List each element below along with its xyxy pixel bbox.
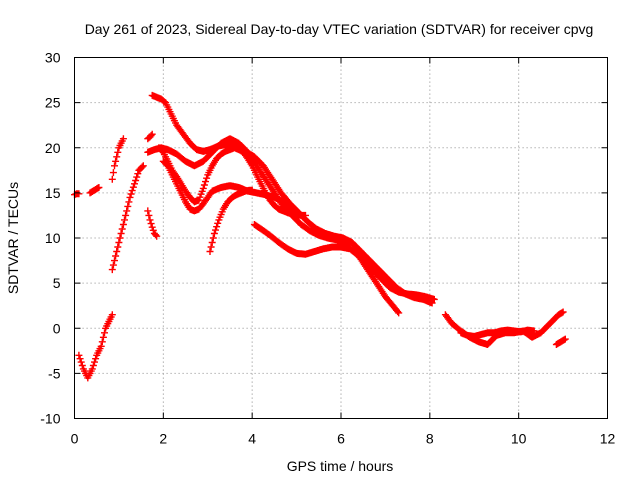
data-point-marks	[144, 135, 438, 303]
x-tick-label: 2	[159, 431, 167, 447]
x-tick-label: 6	[337, 431, 345, 447]
data-point-marks	[155, 144, 309, 219]
data-point-marks	[144, 207, 161, 240]
data-point-marks	[206, 186, 256, 255]
series-arc-f	[144, 207, 161, 240]
x-tick-label: 8	[426, 431, 434, 447]
series-arc-h	[144, 135, 438, 303]
series-arc-l	[206, 186, 256, 255]
x-tick-label: 4	[248, 431, 256, 447]
data-point-marks	[144, 130, 156, 143]
y-tick-label: 5	[53, 275, 61, 291]
x-axis-label: GPS time / hours	[287, 458, 394, 474]
data-point-marks	[250, 221, 403, 317]
data-point-marks	[552, 335, 569, 348]
data-point-marks	[75, 311, 116, 382]
series-arc-e	[108, 135, 127, 183]
series-arc-k	[155, 144, 309, 219]
series-arc-m	[250, 221, 403, 317]
y-tick-label: 30	[45, 50, 61, 66]
x-tick-label: 10	[511, 431, 527, 447]
data-point-marks	[108, 162, 147, 274]
series-arc-o	[457, 326, 538, 340]
data-series	[71, 91, 569, 382]
series-arc-a	[71, 190, 83, 199]
axis-ticks: 0 2 4 6 8 10 12 -10 -5 0 5 10 15 20 25 30	[40, 50, 615, 447]
data-point-marks	[457, 326, 538, 340]
series-arc-b	[75, 311, 116, 382]
chart-title: Day 261 of 2023, Sidereal Day-to-day VTE…	[85, 21, 594, 37]
y-tick-label: 10	[45, 230, 61, 246]
y-tick-label: -10	[40, 411, 60, 427]
y-tick-label: -5	[48, 365, 61, 381]
series-arc-c	[86, 184, 103, 197]
data-point-marks	[71, 190, 83, 199]
series-arc-p	[552, 335, 569, 348]
data-point-marks	[108, 135, 127, 183]
data-point-marks	[86, 184, 103, 197]
series-arc-g	[144, 130, 156, 143]
y-tick-label: 0	[53, 320, 61, 336]
y-tick-label: 20	[45, 140, 61, 156]
y-tick-label: 15	[45, 185, 61, 201]
y-tick-label: 25	[45, 95, 61, 111]
series-arc-d	[108, 162, 147, 274]
y-axis-label: SDTVAR / TECUs	[5, 182, 21, 294]
x-tick-label: 0	[71, 431, 79, 447]
x-tick-label: 12	[600, 431, 616, 447]
